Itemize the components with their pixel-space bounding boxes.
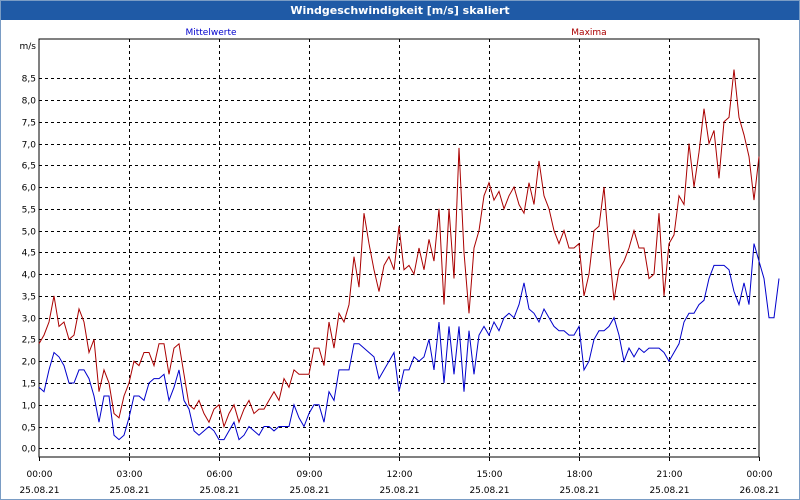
- x-tick-date-label: 25.08.21: [469, 486, 509, 496]
- x-tick-date-label: 25.08.21: [199, 486, 239, 496]
- x-tick-time-label: 15:00: [477, 470, 503, 480]
- y-tick-label: 8,0: [22, 97, 37, 107]
- x-tick-date-label: 25.08.21: [289, 486, 329, 496]
- x-tick-time-label: 00:00: [747, 470, 773, 480]
- x-tick-time-label: 12:00: [387, 470, 413, 480]
- y-tick-label: 3,5: [22, 293, 36, 303]
- y-tick-label: 0,5: [22, 424, 36, 434]
- x-tick-time-label: 09:00: [297, 470, 323, 480]
- x-tick-time-label: 06:00: [207, 470, 233, 480]
- series-line-maxima: [38, 69, 760, 429]
- y-tick-label: 6,0: [22, 184, 37, 194]
- y-tick-label: 3,0: [22, 315, 37, 325]
- x-tick-time-label: 18:00: [567, 470, 593, 480]
- y-tick-label: 7,0: [22, 141, 37, 151]
- legend-label-maxima: Maxima: [571, 28, 606, 38]
- y-tick-label: 8,5: [22, 75, 36, 85]
- x-tick-date-label: 25.08.21: [379, 486, 419, 496]
- series-line-mittelwerte: [38, 243, 780, 441]
- y-tick-label: 1,5: [22, 380, 36, 390]
- y-tick-label: 6,5: [22, 162, 36, 172]
- x-tick-date-label: 26.08.21: [739, 486, 779, 496]
- x-tick-date-label: 25.08.21: [109, 486, 149, 496]
- y-tick-label: 0,0: [22, 445, 37, 455]
- chart-title: Windgeschwindigkeit [m/s] skaliert: [1, 1, 799, 20]
- x-tick-date-label: 25.08.21: [559, 486, 599, 496]
- x-tick-time-label: 00:00: [27, 470, 53, 480]
- y-tick-label: 4,5: [22, 249, 36, 259]
- y-tick-label: 1,0: [22, 402, 37, 412]
- y-tick-label: 5,0: [22, 228, 37, 238]
- x-tick-time-label: 03:00: [117, 470, 143, 480]
- y-tick-label: 2,5: [22, 336, 36, 346]
- legend-label-mittelwerte: Mittelwerte: [185, 28, 236, 38]
- y-tick-label: 7,5: [22, 119, 36, 129]
- x-tick-date-label: 25.08.21: [649, 486, 689, 496]
- x-tick-date-label: 25.08.21: [19, 486, 59, 496]
- x-tick-time-label: 21:00: [657, 470, 683, 480]
- y-axis-label: m/s: [20, 42, 37, 52]
- y-tick-label: 4,0: [22, 271, 37, 281]
- y-tick-label: 5,5: [22, 206, 36, 216]
- y-tick-label: 2,0: [22, 358, 37, 368]
